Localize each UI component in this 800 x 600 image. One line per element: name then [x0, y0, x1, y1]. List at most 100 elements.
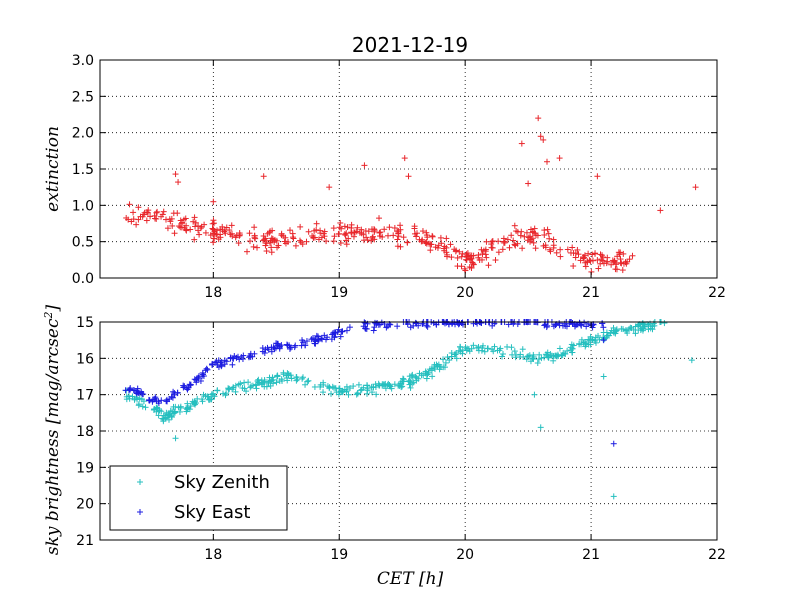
- extinction-point: [511, 222, 518, 229]
- sky-zenith-point: [490, 348, 497, 355]
- extinction-point: [268, 244, 275, 251]
- sky-east-point: [321, 332, 328, 339]
- extinction-point: [244, 248, 251, 255]
- sky-zenith-point: [222, 392, 229, 399]
- sky-east-point: [245, 354, 252, 361]
- sky-east-point: [187, 381, 194, 388]
- extinction-point: [268, 249, 275, 256]
- sky-zenith-point: [398, 384, 405, 391]
- extinction-point: [168, 215, 175, 222]
- sky-zenith-point: [283, 372, 290, 379]
- extinction-point: [479, 250, 486, 257]
- extinction-point: [164, 225, 171, 232]
- extinction-point: [353, 228, 360, 235]
- sky-zenith-point: [593, 339, 600, 346]
- sky-zenith-point: [168, 414, 175, 421]
- extinction-point: [422, 240, 429, 247]
- sky-east-point: [268, 348, 275, 355]
- sky-zenith-point: [268, 377, 275, 384]
- sky-zenith-point: [511, 348, 518, 355]
- extinction-point: [177, 217, 184, 224]
- sky-east-point: [362, 325, 369, 332]
- sky-zenith-point: [497, 345, 504, 352]
- extinction-point: [153, 209, 160, 216]
- sky-zenith-point: [642, 323, 649, 330]
- sky-zenith-point: [530, 355, 537, 362]
- sky-east-point: [599, 320, 606, 327]
- sky-east-point: [318, 335, 325, 342]
- extinction-point: [524, 237, 531, 244]
- sky-zenith-point: [372, 381, 379, 388]
- extinction-point: [151, 212, 158, 219]
- sky-zenith-point: [382, 385, 389, 392]
- extinction-point: [210, 198, 217, 205]
- sky-zenith-point: [485, 345, 492, 352]
- sky-zenith-point: [416, 370, 423, 377]
- extinction-point: [567, 249, 574, 256]
- sky-zenith-point: [420, 372, 427, 379]
- extinction-point: [262, 235, 269, 242]
- extinction-point: [133, 221, 140, 228]
- sky-east-point: [583, 323, 590, 330]
- extinction-ytick-label: 0.5: [72, 235, 94, 251]
- extinction-point: [504, 236, 511, 243]
- extinction-point: [341, 231, 348, 238]
- sky-east-point: [300, 339, 307, 346]
- sky-zenith-point: [165, 411, 172, 418]
- extinction-point: [470, 252, 477, 259]
- extinction-xtick-label: 18: [204, 285, 222, 301]
- sky-brightness-ylabel: sky brightness [mag/arcsec2]: [42, 305, 64, 556]
- extinction-point: [174, 210, 181, 217]
- extinction-point: [547, 248, 554, 255]
- sky-east-point: [163, 396, 170, 403]
- extinction-point: [147, 213, 154, 220]
- extinction-point: [331, 233, 338, 240]
- extinction-point: [246, 230, 253, 237]
- extinction-point: [553, 249, 560, 256]
- extinction-point: [183, 227, 190, 234]
- sky-zenith-point: [273, 379, 280, 386]
- sky-zenith-point: [569, 345, 576, 352]
- extinction-point: [252, 235, 259, 242]
- extinction-ytick-label: 2.5: [72, 89, 94, 105]
- sky-east-point: [302, 342, 309, 349]
- sky-east-point: [430, 319, 437, 326]
- sky-east-point: [202, 367, 209, 374]
- extinction-point: [335, 231, 342, 238]
- sky-zenith-point: [620, 326, 627, 333]
- extinction-point: [344, 224, 351, 231]
- extinction-xtick-label: 19: [330, 285, 348, 301]
- sky-zenith-point: [391, 381, 398, 388]
- extinction-xtick-label: 22: [708, 285, 726, 301]
- sky-zenith-point: [600, 334, 607, 341]
- sky-zenith-point: [564, 347, 571, 354]
- sky-east-point: [217, 359, 224, 366]
- extinction-point: [411, 230, 418, 237]
- sky-zenith-point: [340, 388, 347, 395]
- extinction-point: [126, 201, 133, 208]
- extinction-point: [448, 254, 455, 261]
- sky-zenith-point: [232, 388, 239, 395]
- extinction-point: [354, 224, 361, 231]
- sky-zenith-point: [140, 398, 147, 405]
- sky-east-point: [412, 319, 419, 326]
- extinction-point: [599, 257, 606, 264]
- extinction-point: [303, 238, 310, 245]
- extinction-point: [419, 238, 426, 245]
- sky-zenith-point: [526, 352, 533, 359]
- extinction-point: [263, 248, 270, 255]
- extinction-point: [470, 260, 477, 267]
- sky-zenith-point: [160, 412, 167, 419]
- sky-east-point: [136, 389, 143, 396]
- sky-zenith-point: [364, 390, 371, 397]
- sky-east-point: [223, 358, 230, 365]
- sky-zenith-point: [247, 384, 254, 391]
- extinction-point: [405, 173, 412, 180]
- extinction-point: [169, 222, 176, 229]
- sky-zenith-point: [453, 355, 460, 362]
- sky-zenith-point: [423, 370, 430, 377]
- extinction-point: [397, 226, 404, 233]
- sky-brightness-axes: 18 19 20 21 22 15 16 17 18 19 20 21 sky brightness …: [42, 305, 726, 589]
- sky-zenith-point: [175, 404, 182, 411]
